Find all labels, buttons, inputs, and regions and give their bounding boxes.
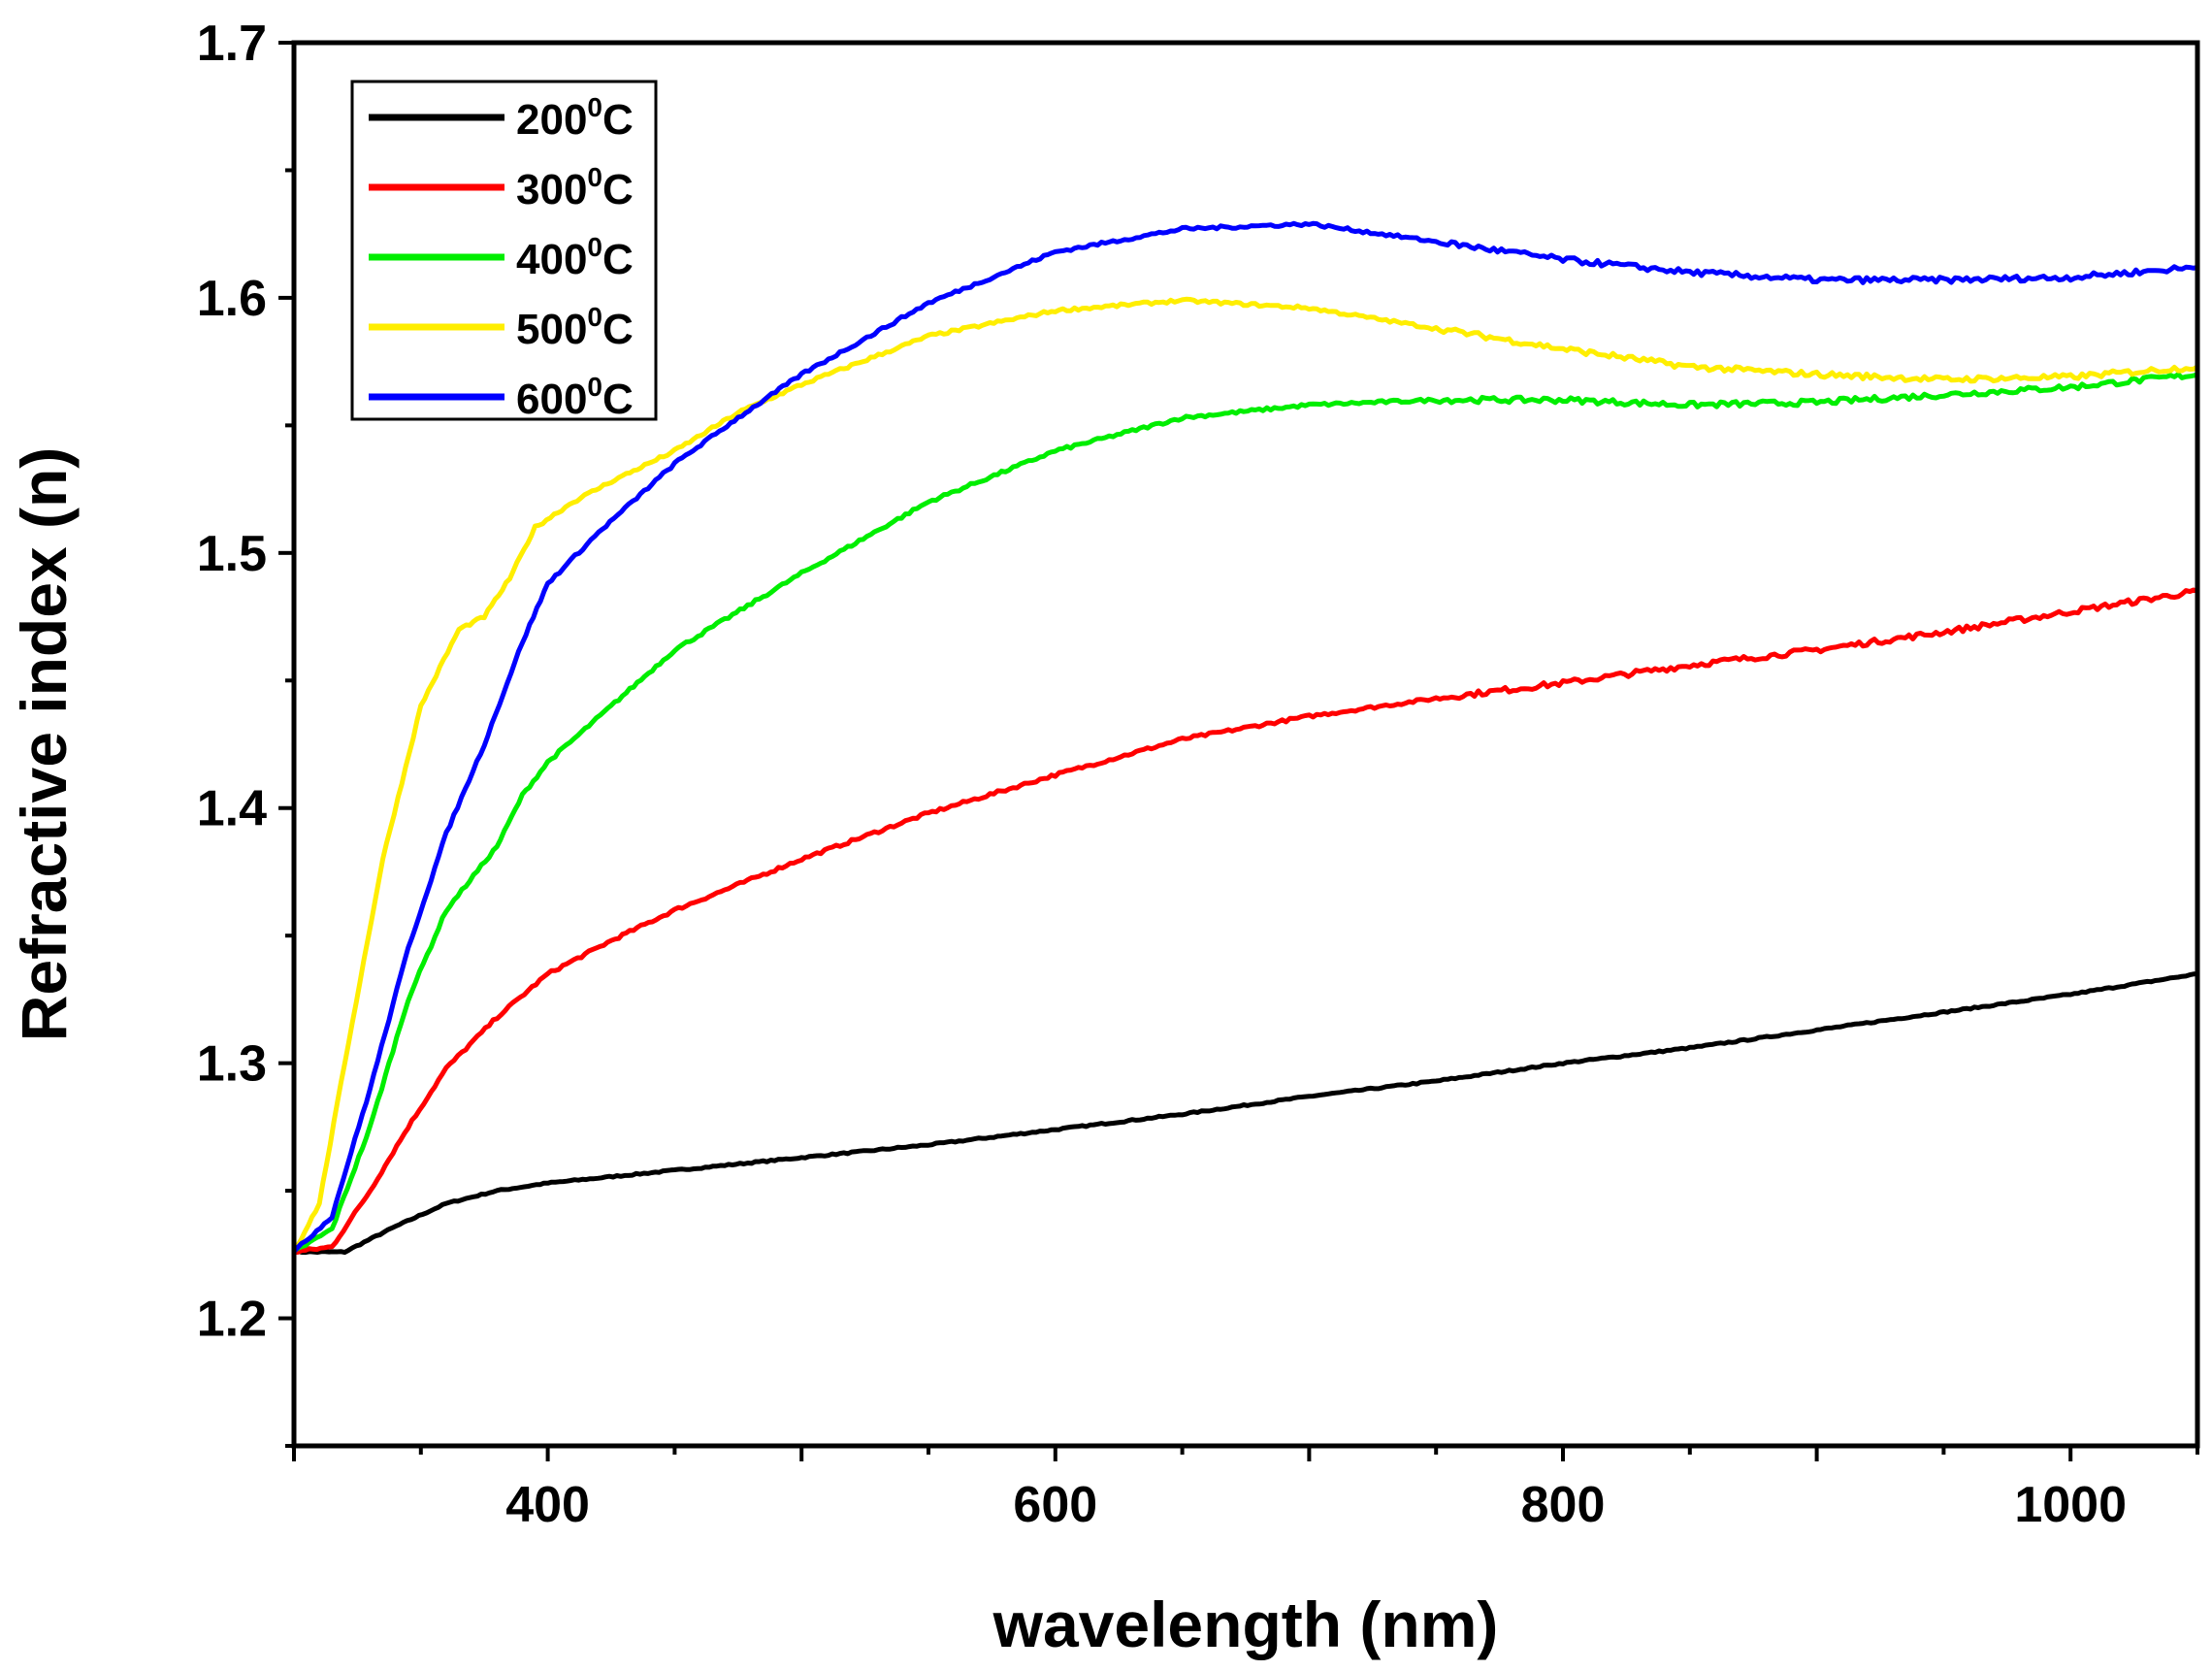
series-line-200 (293, 971, 2198, 1256)
series-line-400 (292, 372, 2198, 1254)
x-axis-label: wavelength (nm) (992, 1589, 1499, 1660)
y-tick-label: 1.2 (197, 1292, 267, 1348)
y-tick-label: 1.7 (197, 16, 267, 72)
legend-label-600: 6000C (516, 372, 634, 423)
legend-label-400: 4000C (516, 232, 634, 283)
tick-labels: 400 600 800 1000 1.2 1.3 1.4 1.5 1.6 1.7 (197, 16, 2127, 1533)
legend-label-500: 5000C (516, 302, 634, 353)
series-line-300 (293, 587, 2198, 1256)
x-tick-label: 1000 (2014, 1477, 2127, 1533)
y-tick-label: 1.6 (197, 271, 267, 327)
y-tick-label: 1.5 (197, 526, 267, 582)
legend-label-200: 2000C (516, 92, 634, 144)
legend-label-300: 3000C (516, 162, 634, 213)
x-tick-label: 600 (1013, 1477, 1097, 1533)
series-line-500 (291, 296, 2199, 1254)
plot-frame (291, 40, 2200, 1449)
legend-box (350, 80, 658, 421)
x-tick-label: 800 (1521, 1477, 1606, 1533)
legend: 2000C 3000C 4000C 5000C 6000C (350, 80, 658, 423)
y-tick-label: 1.3 (197, 1036, 267, 1093)
series-lines (291, 220, 2199, 1256)
series-line-600 (292, 220, 2198, 1254)
x-tick-label: 400 (505, 1477, 590, 1533)
y-tick-label: 1.4 (197, 781, 267, 837)
y-axis-label: Refractive index (n) (8, 447, 80, 1042)
